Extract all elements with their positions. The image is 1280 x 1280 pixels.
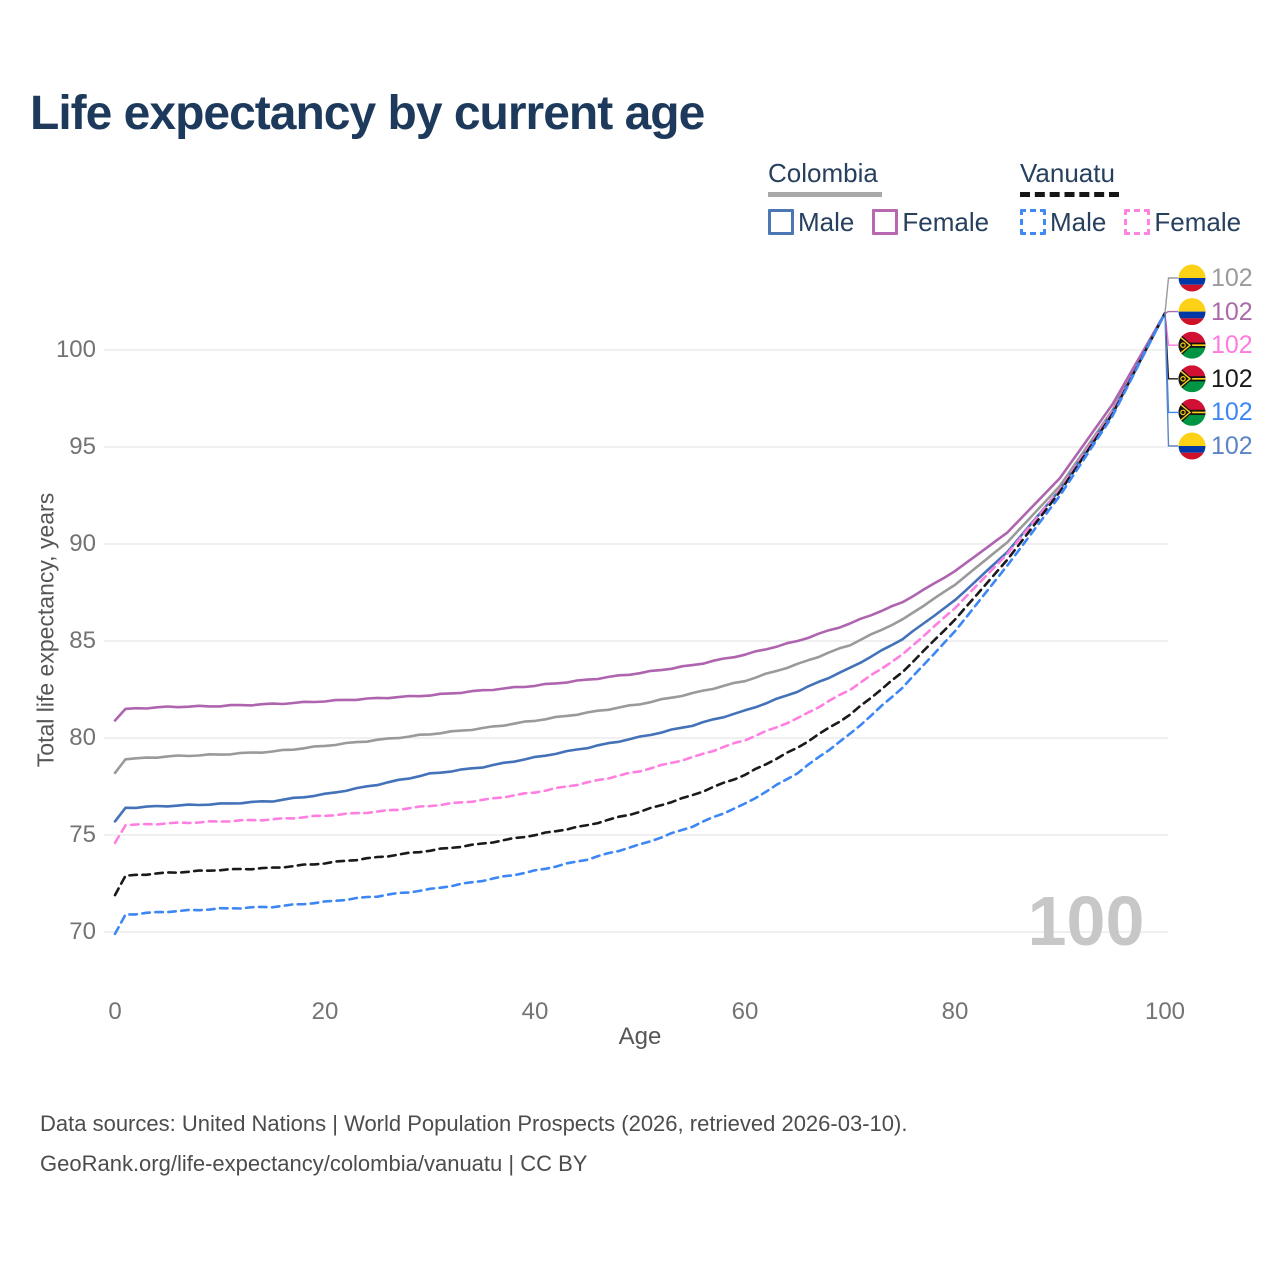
end-value-label-colombia-female: 102 — [1211, 297, 1253, 326]
legend-item-label: Female — [1154, 207, 1242, 237]
series-line-colombia-female — [113, 311, 1167, 722]
x-tick-label: 60 — [731, 998, 759, 1025]
legend-swatch-icon — [768, 209, 794, 235]
vanuatu-flag-icon — [1178, 398, 1206, 426]
end-value-label-colombia-male: 102 — [1211, 432, 1253, 460]
watermark-age-100: 100 — [1028, 882, 1145, 960]
end-value-label-vanuatu-both-sexes: 102 — [1211, 364, 1253, 393]
y-tick-label: 95 — [69, 433, 96, 460]
colombia-flag-icon — [1178, 432, 1206, 460]
vanuatu-flag-icon — [1178, 331, 1206, 359]
y-tick-label: 100 — [55, 336, 96, 363]
x-tick-label: 40 — [521, 998, 549, 1025]
x-tick-label: 20 — [311, 998, 339, 1025]
footer: Data sources: United Nations | World Pop… — [40, 1104, 907, 1184]
y-tick-label: 90 — [69, 530, 96, 557]
y-tick-label: 85 — [69, 627, 96, 654]
gridlines — [104, 349, 1168, 933]
legend-country-label: Colombia — [768, 158, 882, 197]
series-line-vanuatu-male — [113, 311, 1167, 936]
end-label-leader — [1164, 313, 1178, 447]
legend-item-colombia-male[interactable]: Male — [768, 207, 854, 237]
legend-group-vanuatu: Vanuatu Male Female — [1020, 158, 1259, 237]
footer-data-sources: Data sources: United Nations | World Pop… — [40, 1111, 908, 1136]
y-axis-title: Total life expectancy, years — [32, 492, 59, 768]
legend-swatch-icon — [1124, 209, 1151, 235]
series-line-colombia-both — [113, 311, 1167, 775]
end-label-flag-icons — [1178, 264, 1206, 460]
end-label-leader-lines — [1164, 277, 1178, 447]
series-lines — [113, 311, 1167, 936]
legend-item-vanuatu-female[interactable]: Female — [1124, 207, 1241, 237]
x-tick-label: 80 — [941, 998, 969, 1025]
end-label-leader — [1164, 277, 1178, 314]
legend-swatch-icon — [872, 209, 899, 235]
legend-item-label: Female — [902, 207, 990, 237]
legend-item-label: Male — [1050, 207, 1107, 237]
legend-item-vanuatu-male[interactable]: Male — [1020, 207, 1106, 237]
legend-item-label: Male — [798, 207, 855, 237]
vanuatu-flag-icon — [1178, 365, 1206, 393]
x-axis-title: Age — [618, 1023, 662, 1050]
page-title: Life expectancy by current age — [30, 87, 705, 140]
end-label-leader — [1164, 310, 1178, 314]
legend-country-label: Vanuatu — [1020, 158, 1119, 197]
x-tick-label: 0 — [108, 998, 122, 1025]
y-tick-label: 80 — [69, 724, 96, 751]
footer-attribution: GeoRank.org/life-expectancy/colombia/van… — [40, 1151, 588, 1176]
legend-item-colombia-female[interactable]: Female — [872, 207, 989, 237]
y-tick-label: 70 — [69, 918, 96, 945]
x-tick-label: 100 — [1144, 998, 1186, 1025]
y-tick-label: 75 — [69, 821, 96, 848]
end-value-label-vanuatu-male: 102 — [1211, 398, 1253, 427]
series-line-colombia-male — [113, 311, 1167, 823]
end-value-label-colombia-both-sexes: 102 — [1211, 264, 1253, 292]
legend-swatch-icon — [1020, 209, 1046, 235]
legend-group-colombia: Colombia Male Female — [768, 158, 1007, 237]
series-line-vanuatu-female — [113, 311, 1167, 845]
colombia-flag-icon — [1178, 298, 1206, 326]
colombia-flag-icon — [1178, 264, 1206, 292]
series-line-vanuatu-both — [113, 311, 1167, 897]
end-value-label-vanuatu-female: 102 — [1211, 331, 1253, 360]
